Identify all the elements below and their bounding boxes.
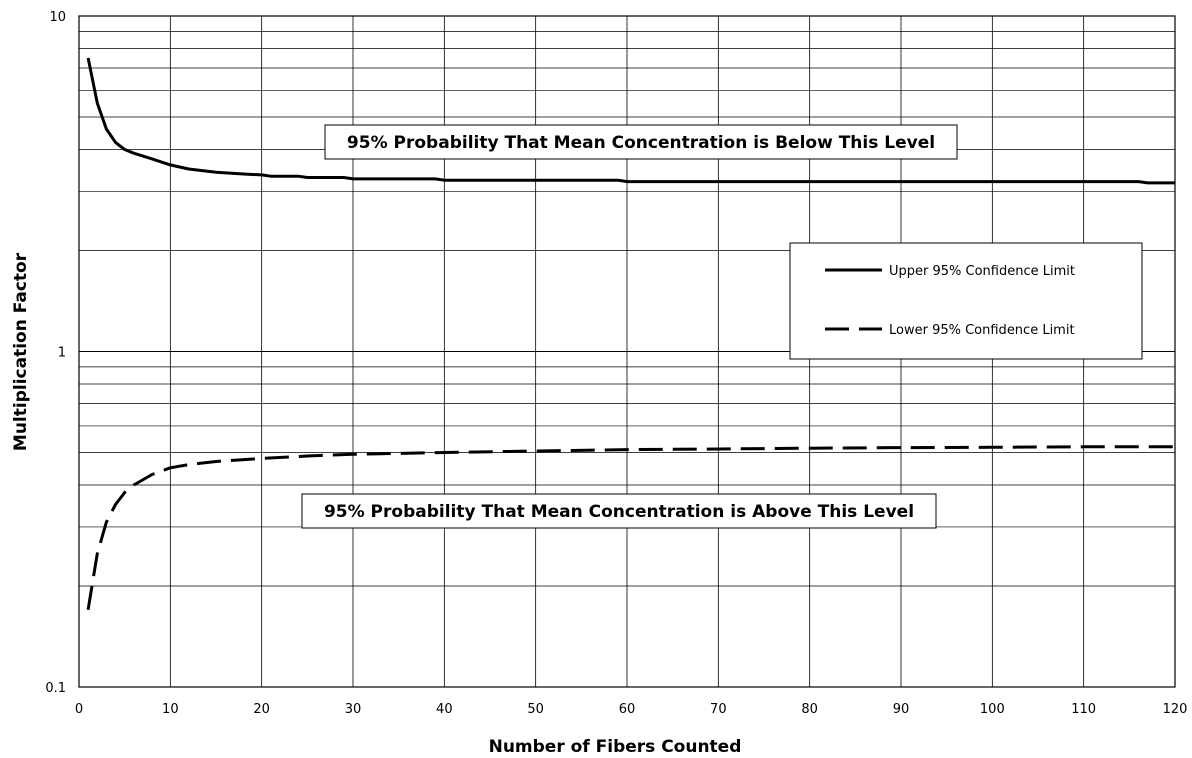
series-line-upper [86, 57, 1175, 185]
x-tick-label: 90 [893, 702, 910, 717]
x-tick-label: 100 [980, 702, 1005, 717]
series-line-lower [86, 445, 1175, 610]
y-tick-label: 10 [49, 10, 66, 25]
x-tick-label: 10 [162, 702, 179, 717]
plot-frame [78, 15, 1176, 688]
annotation-upper: 95% Probability That Mean Concentration … [324, 124, 958, 160]
x-tick-label: 80 [801, 702, 818, 717]
y-axis-title: Multiplication Factor [11, 252, 31, 451]
x-tick-label: 60 [619, 702, 636, 717]
annotation-upper-text: 95% Probability That Mean Concentration … [347, 133, 935, 153]
x-tick-label: 30 [345, 702, 362, 717]
annotation-lower-text: 95% Probability That Mean Concentration … [324, 502, 914, 522]
y-tick-label: 1 [58, 346, 66, 361]
y-tick-label: 0.1 [45, 681, 66, 696]
x-tick-label: 20 [253, 702, 270, 717]
annotation-lower: 95% Probability That Mean Concentration … [301, 493, 937, 529]
series-lines [86, 57, 1175, 610]
x-tick-label: 0 [75, 702, 83, 717]
legend-box [789, 242, 1143, 360]
annotation-lower-box [301, 493, 937, 529]
legend: Upper 95% Confidence Limit Lower 95% Con… [789, 242, 1143, 360]
annotation-upper-box [324, 124, 958, 160]
x-tick-label: 70 [710, 702, 727, 717]
legend-label-lower: Lower 95% Confidence Limit [889, 323, 1075, 338]
x-tick-label: 120 [1163, 702, 1188, 717]
legend-label-upper: Upper 95% Confidence Limit [889, 264, 1075, 279]
x-tick-label: 50 [527, 702, 544, 717]
x-tick-label: 40 [436, 702, 453, 717]
x-axis-title: Number of Fibers Counted [489, 737, 742, 757]
x-tick-label: 110 [1071, 702, 1096, 717]
